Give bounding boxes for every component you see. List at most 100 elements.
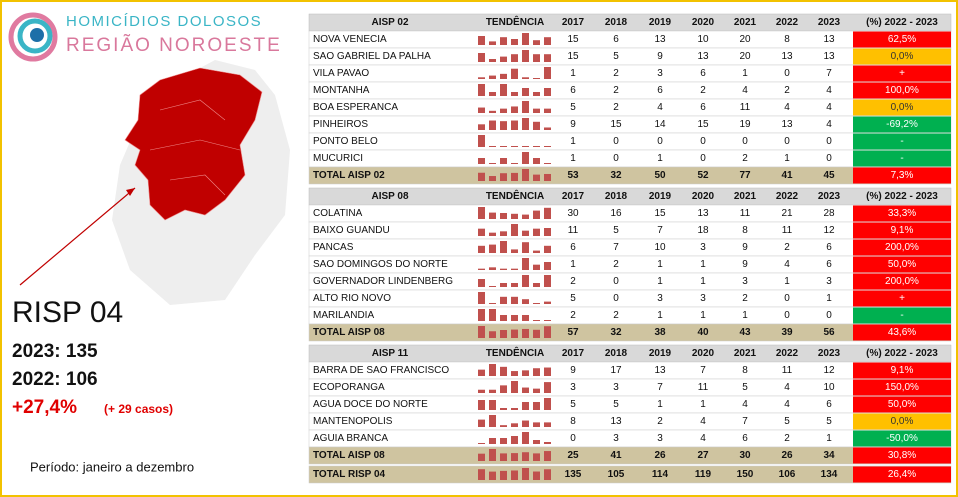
year-value: 13 (697, 208, 709, 219)
year-value: 15 (610, 119, 622, 130)
row-name: MONTANHA (313, 85, 370, 96)
year-value: 0 (657, 136, 663, 147)
change-cell (853, 290, 951, 307)
year-value: 1 (657, 259, 663, 270)
trend-bar (544, 422, 551, 427)
trend-bar (511, 163, 518, 164)
section-title: AISP 11 (372, 348, 409, 359)
title: HOMICÍDIOS DOLOSOS (66, 13, 262, 30)
trend-bar (500, 438, 507, 444)
trend-bar (533, 264, 540, 270)
trend-bar (533, 283, 540, 287)
year-value: 5 (613, 51, 619, 62)
year-value: 1 (700, 259, 706, 270)
trend-bar (511, 106, 518, 113)
year-value: 39 (781, 327, 793, 338)
change-value: 9,1% (891, 365, 914, 376)
year-value: 4 (700, 416, 706, 427)
year-value: 14 (654, 119, 666, 130)
year-value: 8 (742, 365, 748, 376)
change-cell (853, 65, 951, 82)
year-value: 41 (610, 450, 622, 461)
trend-bar (489, 92, 496, 96)
trend-bar (522, 452, 529, 461)
year-value: 0 (826, 310, 832, 321)
trend-bar (544, 163, 551, 164)
year-value: 9 (742, 242, 748, 253)
trend-bar (522, 370, 529, 376)
trend-bar (533, 174, 540, 181)
change-value: 26,4% (888, 469, 916, 480)
year-value: 6 (742, 433, 748, 444)
year-value: 16 (610, 208, 622, 219)
trend-bar (478, 389, 485, 393)
year-value: 6 (826, 242, 832, 253)
year-value: 4 (742, 85, 748, 96)
trend-bar (533, 108, 540, 113)
trend-bar (544, 54, 551, 62)
year-value: 0 (613, 276, 619, 287)
trend-bar (544, 320, 551, 321)
year-value: 2 (657, 416, 663, 427)
year-value: 7 (742, 416, 748, 427)
year-value: 6 (826, 259, 832, 270)
year-value: 9 (570, 119, 576, 130)
year-value: 7 (826, 68, 832, 79)
year-value: 4 (784, 102, 790, 113)
year-value: 134 (821, 469, 838, 480)
row-name: COLATINA (313, 208, 363, 219)
year-value: 25 (567, 450, 579, 461)
year-value: 15 (697, 119, 709, 130)
year-value: 7 (657, 382, 663, 393)
trend-bar (500, 231, 507, 236)
change-cell (853, 205, 951, 222)
change-value: -69,2% (886, 119, 918, 130)
year-value: 6 (657, 85, 663, 96)
year-value: 7 (657, 225, 663, 236)
year-header: 2023 (818, 17, 841, 28)
trend-bar (544, 469, 551, 480)
trend-bar (511, 315, 518, 321)
year-value: 10 (823, 382, 835, 393)
year-value: 1 (657, 153, 663, 164)
change-value: 9,1% (891, 225, 914, 236)
trend-bar (489, 303, 496, 304)
trend-bar (544, 108, 551, 113)
trend-bar (478, 292, 485, 304)
summary-change: +27,4% (12, 397, 77, 418)
trend-bar (544, 228, 551, 236)
trend-bar (500, 366, 507, 376)
change-cell (853, 222, 951, 239)
row-name: TOTAL RISP 04 (313, 469, 385, 480)
year-value: 7 (613, 242, 619, 253)
year-header: 2017 (562, 348, 585, 359)
trend-bar (544, 301, 551, 304)
year-value: 4 (826, 102, 832, 113)
year-header: 2022 (776, 17, 799, 28)
year-value: 40 (697, 327, 709, 338)
year-value: 11 (568, 225, 579, 236)
trend-bar (544, 127, 551, 130)
trend-bar (522, 214, 529, 219)
trend-bar (511, 329, 518, 338)
trend-bar (533, 402, 540, 410)
year-value: 6 (570, 242, 576, 253)
trend-bar (544, 398, 551, 410)
trend-bar (478, 279, 485, 287)
change-value: 150,0% (885, 382, 919, 393)
year-value: 41 (781, 170, 793, 181)
year-value: 1 (784, 276, 790, 287)
year-header: 2021 (734, 348, 757, 359)
year-value: 150 (737, 469, 754, 480)
year-value: 2 (784, 433, 790, 444)
year-header: 2022 (776, 191, 799, 202)
trend-bar (522, 169, 529, 181)
trend-bar (489, 286, 496, 287)
change-value: - (900, 136, 903, 147)
year-header: 2018 (605, 348, 628, 359)
year-value: 0 (784, 310, 790, 321)
trend-bar (522, 152, 529, 164)
year-value: 2 (570, 310, 576, 321)
year-value: 0 (613, 153, 619, 164)
trend-bar (489, 41, 496, 45)
